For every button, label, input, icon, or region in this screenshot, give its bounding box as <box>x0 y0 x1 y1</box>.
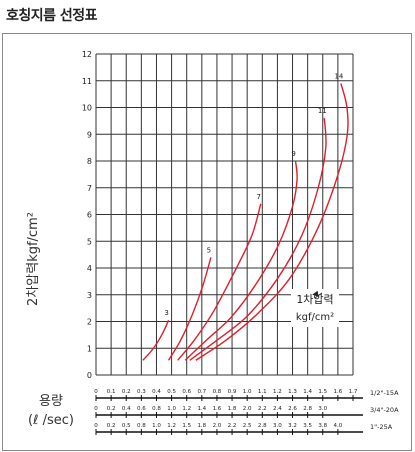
x-axes: 0 0.1 0.2 0.3 0.4 0.5 0.6 0.7 0.8 0.9 1.0 1.1 1.2 1.3… <box>94 389 399 435</box>
x-tick-label: 2.8 <box>258 423 267 429</box>
series-curve-3 <box>142 319 170 361</box>
x-tick-label: 1.5 <box>182 423 191 429</box>
series-curve-9 <box>184 160 298 361</box>
x-tick-label: 0.2 <box>107 406 116 412</box>
y-tick-label: 3 <box>87 291 92 300</box>
y-tick-label: 7 <box>87 184 92 193</box>
x-tick-label: 2.4 <box>273 406 282 412</box>
x-tick-label: 0.6 <box>182 389 191 395</box>
series-label-11: 11 <box>318 107 327 115</box>
x-tick-label: 1.0 <box>243 389 252 395</box>
x-tick-label: 1.6 <box>213 406 222 412</box>
x-tick-label: 2.8 <box>303 406 312 412</box>
x-tick-label: 2.5 <box>243 423 252 429</box>
x-tick-label: 3.2 <box>288 423 297 429</box>
x-tick-label: 1.0 <box>152 423 161 429</box>
x-tick-label: 3.5 <box>303 423 312 429</box>
x-tick-label: 4.0 <box>334 423 343 429</box>
x-axis-0: 0 0.1 0.2 0.3 0.4 0.5 0.6 0.7 0.8 0.9 1.0 1.1 1.2 1.3… <box>94 389 399 401</box>
x-tick-label: 1.6 <box>334 389 343 395</box>
x-axis-name: 1/2"-15A <box>370 389 399 397</box>
series-label-7: 7 <box>257 193 261 201</box>
y-tick-label: 2 <box>87 318 92 327</box>
series-curve-5 <box>167 257 212 361</box>
y-tick-label: 12 <box>82 50 92 59</box>
x-tick-label: 1.4 <box>197 406 206 412</box>
x-axis-label-line-1: 용량 <box>39 394 63 409</box>
x-tick-label: 0.8 <box>213 389 222 395</box>
x-tick-label: 3.0 <box>318 406 327 412</box>
x-tick-label: 2.6 <box>288 406 297 412</box>
x-tick-label: 0.8 <box>137 423 146 429</box>
series-label-9: 9 <box>291 150 295 158</box>
x-axis-2: 0 0.2 0.5 0.8 1.0 1.2 1.5 1.8 2.0 2.2 2.5 2.8 3.0 3.2… <box>94 423 393 435</box>
x-tick-label: 2.0 <box>243 406 252 412</box>
page-title: 호칭지름 선정표 <box>6 8 98 24</box>
x-tick-label: 0.6 <box>137 406 146 412</box>
x-tick-label: 1.7 <box>349 389 358 395</box>
x-axis-1: 0 0.2 0.4 0.6 0.8 1.0 1.2 1.4 1.6 1.8 2.0 2.2 2.4 2.6… <box>94 406 399 418</box>
annotation-arrow <box>314 292 323 299</box>
x-tick-label: 0.1 <box>107 389 116 395</box>
x-tick-label: 1.3 <box>288 389 297 395</box>
y-axis-label: 2차압력kgf/cm² <box>26 212 41 306</box>
x-tick-label: 0 <box>94 406 98 412</box>
x-tick-label: 0.2 <box>107 423 116 429</box>
x-tick-label: 0.8 <box>152 406 161 412</box>
y-tick-label: 8 <box>87 157 92 166</box>
x-tick-label: 0 <box>94 389 98 395</box>
x-tick-label: 1.4 <box>303 389 312 395</box>
x-tick-label: 0.2 <box>122 389 131 395</box>
x-tick-label: 0.9 <box>228 389 237 395</box>
y-tick-label: 1 <box>87 344 92 353</box>
series-label-5: 5 <box>207 246 211 254</box>
x-tick-label: 0.5 <box>122 423 131 429</box>
x-tick-label: 1.2 <box>182 406 191 412</box>
y-tick-label: 4 <box>87 264 92 273</box>
x-tick-label: 3.8 <box>318 423 327 429</box>
series-curve-7 <box>177 203 262 361</box>
series-curve-14 <box>195 83 349 361</box>
x-axis-name: 3/4"-20A <box>370 406 399 414</box>
annotation: 1차압력 kgf/cm² <box>291 289 339 327</box>
x-tick-label: 1.0 <box>167 406 176 412</box>
x-tick-label: 1.8 <box>228 406 237 412</box>
annotation-line-1: 1차압력 <box>296 293 333 306</box>
y-tick-label: 9 <box>87 130 92 139</box>
series-label-14: 14 <box>334 72 343 80</box>
x-tick-label: 0 <box>94 423 98 429</box>
x-tick-label: 2.2 <box>228 423 237 429</box>
x-tick-label: 2.2 <box>258 406 267 412</box>
x-tick-label: 0.4 <box>152 389 161 395</box>
x-tick-label: 1.2 <box>167 423 176 429</box>
series-curves: 3 5 7 9 11 14 <box>142 72 349 361</box>
y-tick-label: 0 <box>87 371 92 380</box>
chart-frame: 0 1 2 3 4 5 6 7 8 9 10 11 12 2차압력kgf/cm² 3 5 7 9 11 14 1차… <box>2 33 412 451</box>
x-tick-label: 0.4 <box>122 406 131 412</box>
x-tick-label: 1.5 <box>318 389 327 395</box>
series-label-3: 3 <box>164 309 168 317</box>
x-tick-label: 0.7 <box>197 389 206 395</box>
x-tick-label: 2.0 <box>213 423 222 429</box>
x-tick-label: 3.0 <box>273 423 282 429</box>
annotation-line-2: kgf/cm² <box>296 312 334 323</box>
x-tick-label: 1.1 <box>258 389 267 395</box>
y-tick-label: 5 <box>87 237 92 246</box>
annotation-arrowhead <box>312 290 319 297</box>
series-curve-11 <box>189 118 327 361</box>
x-tick-label: 0.5 <box>167 389 176 395</box>
x-axis-name: 1"-25A <box>370 423 393 431</box>
x-tick-label: 1.2 <box>273 389 282 395</box>
x-tick-label: 1.8 <box>197 423 206 429</box>
y-tick-label: 11 <box>82 77 92 86</box>
x-tick-label: 0.3 <box>137 389 146 395</box>
x-axis-label-line-2: (ℓ /sec) <box>28 413 74 428</box>
y-tick-label: 6 <box>87 211 92 220</box>
y-tick-label: 10 <box>82 104 92 113</box>
